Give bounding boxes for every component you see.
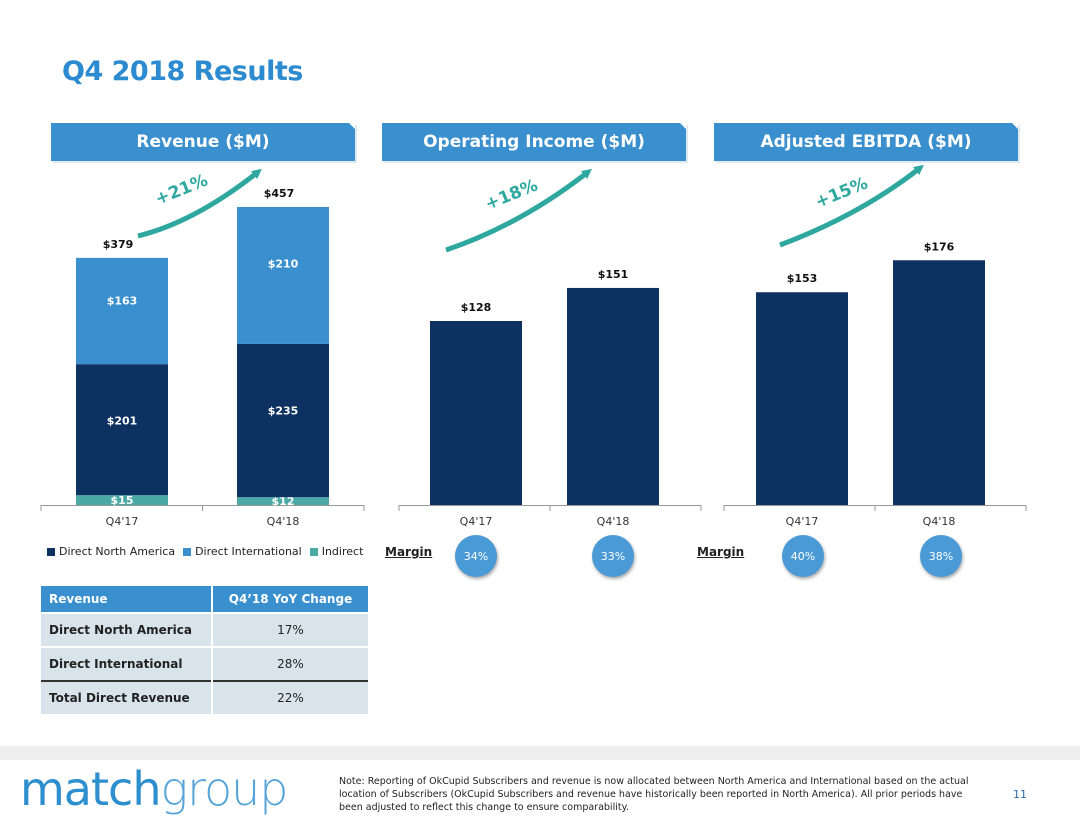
revenue-bar-direct-north-america <box>76 364 168 496</box>
ebitda-tick-label: Q4'17 <box>786 515 819 528</box>
revenue-bar-indirect <box>76 495 168 505</box>
ebitda-growth-arrow <box>779 164 924 248</box>
revenue-segment-label: $15 <box>111 494 134 507</box>
legend-item-indirect: Indirect <box>309 545 364 558</box>
ebitda-bar <box>893 260 985 505</box>
revenue-segment-label: $210 <box>268 257 299 270</box>
revenue-segment-label: $163 <box>107 295 138 308</box>
logo-text-group: group <box>160 762 288 816</box>
table-header-row: Revenue Q4’18 YoY Change <box>41 586 368 613</box>
matchgroup-logo: matchgroup <box>20 766 289 812</box>
operating-income-bar <box>567 287 659 505</box>
table-cell-label: Total Direct Revenue <box>41 680 213 714</box>
revenue-segment-label: $235 <box>268 404 299 417</box>
operating-income-growth-arrow <box>445 168 592 253</box>
legend-label: Direct North America <box>59 545 176 558</box>
table-cell-label: Direct International <box>41 646 213 681</box>
page-number: 11 <box>1013 788 1027 801</box>
ebitda-bar <box>756 292 848 505</box>
ebitda-margin-bubble-q417: 40% <box>782 535 824 577</box>
revenue-tick-label: Q4'18 <box>267 515 300 528</box>
revenue-total-label: $457 <box>264 187 295 200</box>
revenue-chart-header: Revenue ($M) <box>51 123 355 161</box>
table-row: Direct International 28% <box>41 646 368 681</box>
table-header-yoy-change: Q4’18 YoY Change <box>212 586 368 613</box>
legend-swatch-dark <box>47 547 55 556</box>
ebitda-margin-bubble-q418: 38% <box>920 535 962 577</box>
legend-label: Direct International <box>195 545 302 558</box>
footer-band <box>0 746 1080 760</box>
ebitda-value-label: $153 <box>787 272 818 285</box>
page-title: Q4 2018 Results <box>62 56 303 87</box>
table-cell-value: 28% <box>212 646 368 681</box>
revenue-bar-direct-north-america <box>237 343 329 498</box>
table-cell-label: Direct North America <box>41 612 213 647</box>
revenue-tick-label: Q4'17 <box>106 515 139 528</box>
operating-income-tick-label: Q4'18 <box>597 515 630 528</box>
logo-text-match: match <box>20 762 161 816</box>
revenue-yoy-table: Revenue Q4’18 YoY Change Direct North Am… <box>41 586 368 714</box>
revenue-bar-indirect <box>237 497 329 505</box>
table-cell-value: 17% <box>212 612 368 647</box>
operating-margin-bubble-q418: 33% <box>592 535 634 577</box>
adjusted-ebitda-chart-header: Adjusted EBITDA ($M) <box>714 123 1018 161</box>
operating-income-chart-header: Operating Income ($M) <box>382 123 686 161</box>
operating-income-tick-label: Q4'17 <box>460 515 493 528</box>
table-header-revenue: Revenue <box>41 586 213 613</box>
revenue-bar-direct-international <box>237 207 329 344</box>
revenue-segment-label: $201 <box>107 414 138 427</box>
revenue-growth-label: +21% <box>152 171 210 210</box>
footer-note: Note: Reporting of OkCupid Subscribers a… <box>339 776 969 813</box>
ebitda-tick-label: Q4'18 <box>923 515 956 528</box>
operating-income-bar <box>430 321 522 505</box>
operating-margin-bubble-q417: 34% <box>455 535 497 577</box>
operating-income-value-label: $128 <box>461 301 492 314</box>
legend-swatch-teal <box>309 547 318 556</box>
legend-swatch-light <box>183 547 192 556</box>
revenue-legend: Direct North America Direct Internationa… <box>47 545 363 558</box>
ebitda-margin-label: Margin <box>697 545 745 559</box>
revenue-bar-direct-international <box>76 257 168 365</box>
revenue-total-label: $379 <box>103 238 134 251</box>
ebitda-value-label: $176 <box>924 240 955 253</box>
operating-income-value-label: $151 <box>598 268 629 281</box>
table-row: Direct North America 17% <box>41 612 368 647</box>
revenue-segment-label: $12 <box>272 495 295 508</box>
revenue-growth-arrow <box>137 168 262 239</box>
operating-margin-label: Margin <box>385 545 433 559</box>
legend-label: Indirect <box>321 545 364 558</box>
table-row-total: Total Direct Revenue 22% <box>41 680 368 714</box>
legend-item-direct-north-america: Direct North America <box>47 545 175 558</box>
table-cell-value: 22% <box>212 680 368 714</box>
legend-item-direct-international: Direct International <box>183 545 302 558</box>
